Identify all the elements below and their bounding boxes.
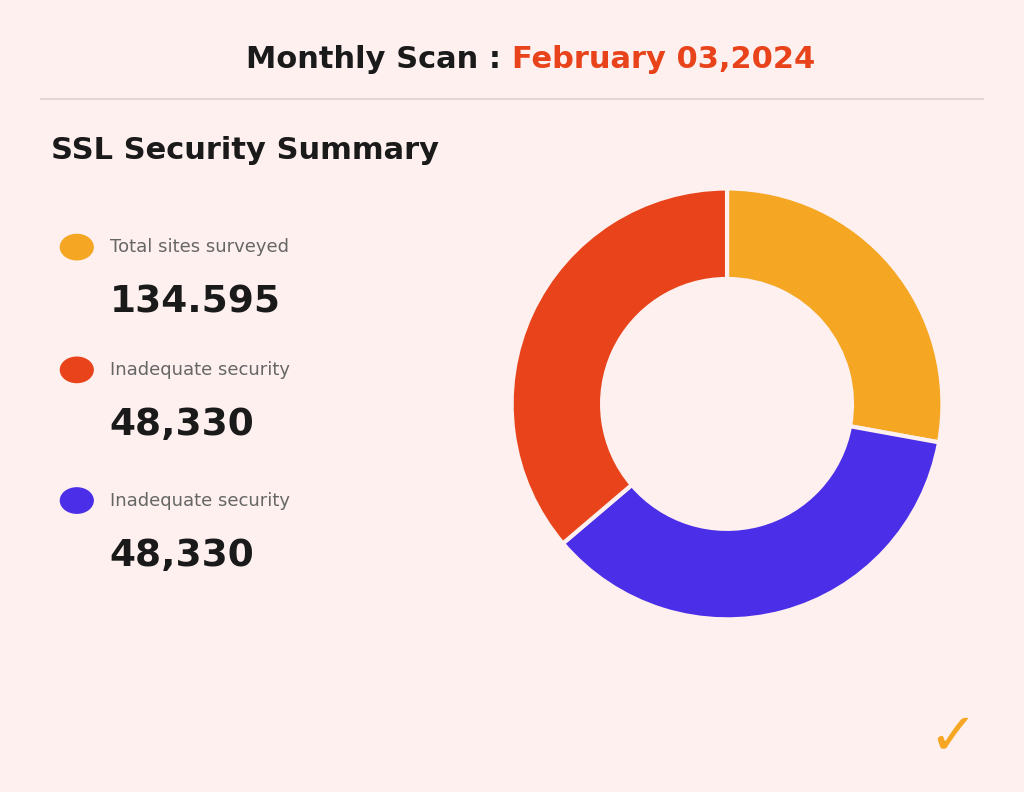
Text: Total sites surveyed: Total sites surveyed (110, 238, 289, 256)
Text: Inadequate security: Inadequate security (110, 492, 290, 509)
Text: February 03,2024: February 03,2024 (512, 45, 815, 74)
Text: SSL Security Summary: SSL Security Summary (51, 136, 439, 165)
Wedge shape (727, 188, 942, 443)
Circle shape (60, 488, 93, 513)
Text: Inadequate security: Inadequate security (110, 361, 290, 379)
Text: 48,330: 48,330 (110, 407, 254, 444)
Wedge shape (563, 426, 939, 619)
Text: ✓: ✓ (928, 708, 977, 765)
Text: 48,330: 48,330 (110, 538, 254, 574)
Circle shape (60, 234, 93, 260)
Text: 134.595: 134.595 (110, 284, 281, 321)
Circle shape (60, 357, 93, 383)
Wedge shape (512, 188, 727, 543)
Text: Monthly Scan :: Monthly Scan : (247, 45, 512, 74)
